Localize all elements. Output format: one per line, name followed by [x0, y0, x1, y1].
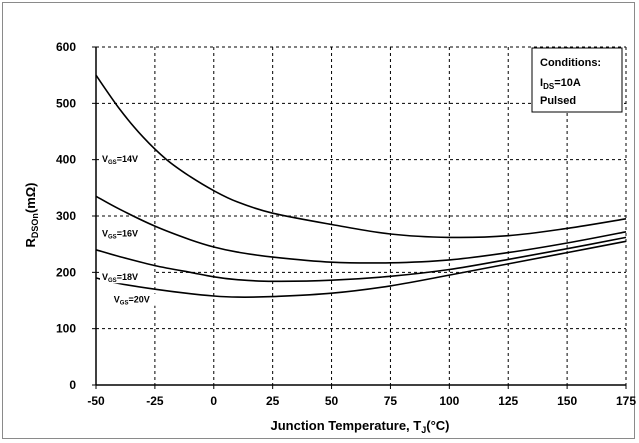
series-label-rest: =20V	[128, 295, 149, 305]
series-label-background	[111, 293, 166, 306]
x-tick-label: -50	[87, 394, 105, 408]
y-axis-title-main: R	[23, 238, 38, 248]
series-label-main: V	[114, 295, 120, 305]
series-label: VGS=16V	[102, 229, 138, 241]
y-tick-label: 200	[56, 265, 76, 279]
series-label-main: V	[102, 154, 108, 164]
y-axis-title-sub: DSOn	[30, 213, 40, 238]
y-axis-title: RDSOn(mΩ)	[23, 182, 40, 247]
series-line-vgs-20v	[95, 240, 627, 298]
x-tick-label: 50	[325, 394, 339, 408]
grid	[96, 46, 627, 385]
x-tick-label: 175	[616, 394, 636, 408]
x-tick-label: 100	[439, 394, 459, 408]
y-tick-label: 300	[56, 209, 76, 223]
y-tick-label: 400	[56, 153, 76, 167]
tick-labels: -50 -25 0 25 50 75 100 125 150 175 0 100 200 300 400 50…	[56, 40, 636, 408]
y-tick-label: 100	[56, 322, 76, 336]
x-tick-label: 150	[557, 394, 577, 408]
conditions-current: IDS=10A	[540, 77, 581, 91]
series-label-background	[100, 153, 154, 166]
axes	[92, 46, 627, 389]
x-axis-title-main: Junction Temperature, T	[271, 418, 422, 433]
conditions-title: Conditions:	[540, 57, 601, 69]
series-label-main: V	[102, 229, 108, 239]
series-lines	[95, 74, 627, 298]
series-label-rest: =14V	[117, 154, 138, 164]
series-label: VGS=18V	[102, 272, 138, 284]
series-label: VGS=20V	[114, 295, 150, 307]
y-axis-title-unit: (mΩ)	[23, 182, 38, 213]
series-label-rest: =18V	[117, 272, 138, 282]
series-label-background	[100, 227, 154, 240]
conditions-box: Conditions: IDS=10A Pulsed	[531, 47, 623, 113]
series-label-sub: GS	[108, 235, 117, 241]
x-axis-title-unit: (°C)	[426, 418, 449, 433]
x-tick-label: 0	[210, 394, 217, 408]
series-label: VGS=14V	[102, 154, 138, 166]
x-tick-label: -25	[146, 394, 164, 408]
conditions-current-sub: DS	[543, 82, 555, 91]
y-tick-label: 0	[69, 378, 76, 392]
series-label-background	[100, 271, 154, 284]
conditions-pulsed: Pulsed	[540, 95, 576, 107]
series-label-sub: GS	[108, 160, 117, 166]
conditions-current-main: I	[540, 77, 543, 89]
series-line-vgs-14v	[95, 74, 627, 239]
series-line-vgs-16v	[95, 195, 627, 264]
chart-frame	[2, 2, 635, 439]
series-label-sub: GS	[120, 301, 129, 307]
y-tick-label: 500	[56, 96, 76, 110]
x-axis-title-sub: J	[421, 425, 426, 435]
x-tick-label: 25	[266, 394, 280, 408]
x-tick-label: 125	[498, 394, 518, 408]
series-line-vgs-18v	[95, 236, 627, 283]
conditions-box-border	[531, 47, 623, 113]
x-axis-title: Junction Temperature, TJ(°C)	[271, 418, 450, 435]
series-label-main: V	[102, 272, 108, 282]
y-tick-label: 600	[56, 40, 76, 54]
series-label-sub: GS	[108, 278, 117, 284]
conditions-current-rest: =10A	[554, 77, 581, 89]
series-label-rest: =16V	[117, 229, 138, 239]
x-tick-label: 75	[384, 394, 398, 408]
